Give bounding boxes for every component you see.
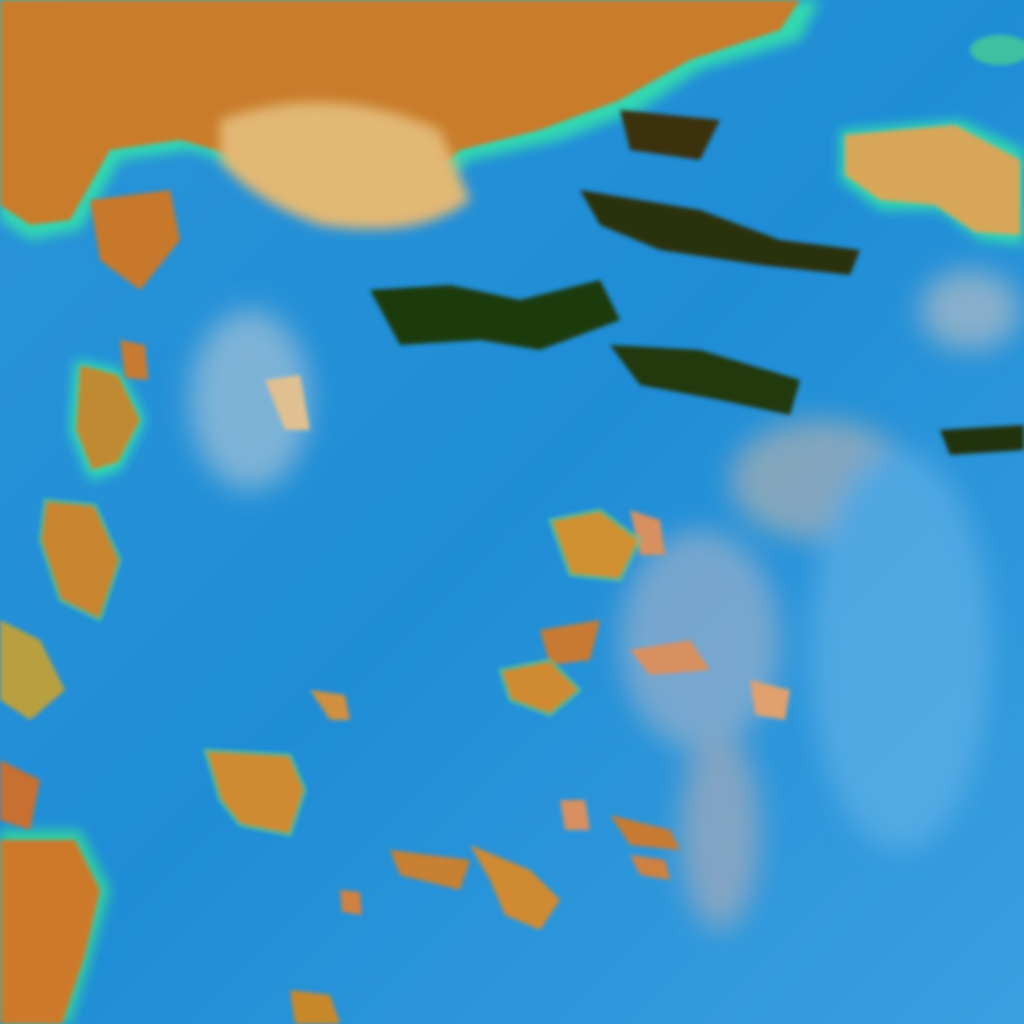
mountain-ridges <box>370 110 1024 455</box>
islands <box>120 340 790 1024</box>
coastline-highlights <box>38 498 642 837</box>
mainland-north <box>0 0 820 290</box>
haze-layer <box>190 270 1020 930</box>
landmass-northeast <box>840 35 1024 245</box>
landmass-west <box>0 360 145 1024</box>
